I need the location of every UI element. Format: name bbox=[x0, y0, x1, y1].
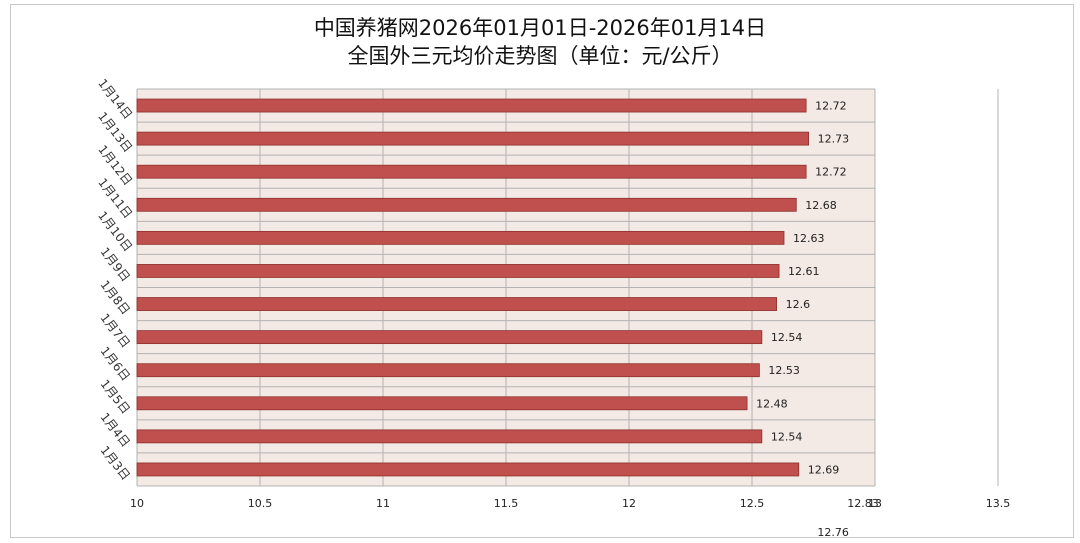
bar-value-label: 12.68 bbox=[805, 199, 837, 212]
x-tick-label: 10 bbox=[130, 497, 144, 510]
bar-value-label: 12.61 bbox=[788, 265, 820, 278]
category-label: 1月6日 bbox=[98, 344, 133, 384]
chart-frame bbox=[10, 4, 1074, 538]
category-label: 1月5日 bbox=[98, 377, 133, 417]
x-tick-label: 12.5 bbox=[740, 497, 765, 510]
x-tick-label: 12 bbox=[622, 497, 636, 510]
bar bbox=[136, 363, 760, 378]
bar-value-label: 12.6 bbox=[786, 298, 811, 311]
bar bbox=[136, 131, 809, 146]
bar-value-label: 12.54 bbox=[771, 430, 803, 443]
x-tick-label: 11 bbox=[376, 497, 390, 510]
category-label: 1月3日 bbox=[98, 443, 133, 483]
category-label: 1月7日 bbox=[98, 311, 133, 351]
bar bbox=[136, 164, 807, 179]
x-tick-label: 13.5 bbox=[986, 497, 1011, 510]
bar bbox=[136, 429, 763, 444]
bar-value-label: 12.48 bbox=[756, 397, 788, 410]
chart-subtitle: 全国外三元均价走势图（单位：元/公斤） bbox=[347, 44, 733, 68]
x-tick-label: 11.5 bbox=[494, 497, 519, 510]
bar bbox=[136, 396, 748, 411]
extra-label: 12.83 bbox=[847, 497, 879, 510]
x-tick-label: 10.5 bbox=[248, 497, 273, 510]
bar bbox=[136, 264, 780, 278]
extra-label: 12.76 bbox=[817, 526, 849, 539]
bar-value-label: 12.53 bbox=[768, 364, 800, 377]
bar-value-label: 12.73 bbox=[818, 133, 850, 146]
bar bbox=[136, 98, 807, 113]
bar bbox=[136, 197, 797, 212]
bar-value-label: 12.54 bbox=[771, 331, 803, 344]
x-tick-label: 13 bbox=[868, 497, 882, 510]
category-label: 1月8日 bbox=[98, 278, 133, 318]
category-label: 1月4日 bbox=[98, 410, 133, 450]
bar-value-label: 12.63 bbox=[793, 232, 825, 245]
bar-value-label: 12.72 bbox=[815, 100, 847, 113]
bar bbox=[136, 230, 785, 245]
bar bbox=[136, 297, 777, 311]
bar-value-label: 12.72 bbox=[815, 166, 847, 179]
bar-value-label: 12.69 bbox=[808, 463, 840, 476]
bar bbox=[136, 330, 763, 345]
chart-title: 中国养猪网2026年01月01日-2026年01月14日 bbox=[313, 16, 767, 40]
bar bbox=[136, 462, 800, 477]
